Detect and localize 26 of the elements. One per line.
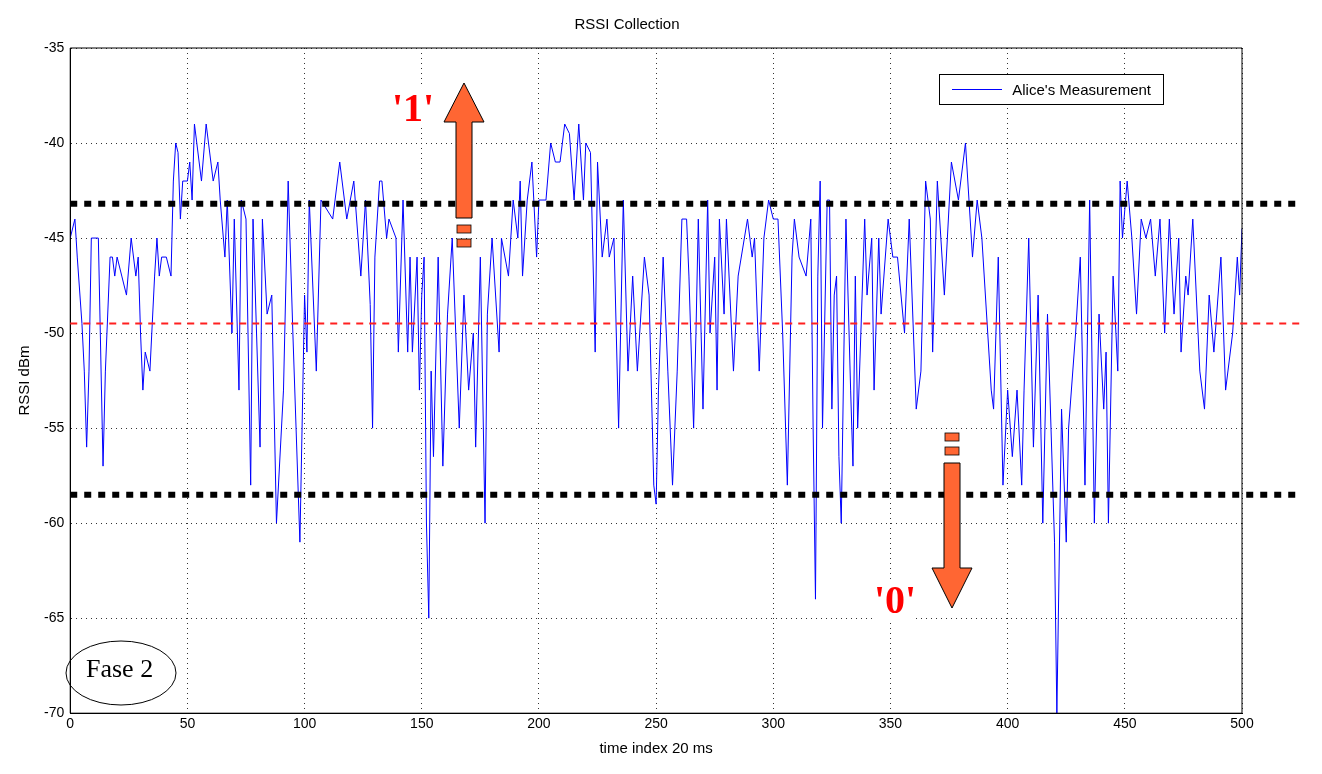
x-tick-label: 500 xyxy=(1230,715,1254,732)
x-tick-label: 50 xyxy=(179,715,196,732)
x-tick-label: 450 xyxy=(1113,715,1137,732)
x-tick-label: 150 xyxy=(410,715,434,732)
y-tick-label: -40 xyxy=(44,133,65,150)
x-tick-label: 400 xyxy=(995,715,1020,732)
y-tick-label: -50 xyxy=(44,323,65,340)
annotation: '0' xyxy=(874,577,917,622)
chart-title: RSSI Collection xyxy=(574,15,680,33)
x-tick-label: 350 xyxy=(878,715,903,732)
x-axis-title: time index 20 ms xyxy=(599,739,713,757)
y-tick-label: -65 xyxy=(44,609,65,626)
legend-label: Alice's Measurement xyxy=(1012,81,1151,98)
x-tick-label: 200 xyxy=(527,715,551,732)
x-tick-label: 0 xyxy=(66,715,75,732)
x-tick-label: 300 xyxy=(761,715,786,732)
x-tick-label: 100 xyxy=(292,715,317,732)
annotation: Fase 2 xyxy=(86,654,154,683)
y-axis-title: RSSI dBm xyxy=(15,345,33,416)
y-tick-label: -60 xyxy=(44,514,65,530)
y-tick-label: -45 xyxy=(44,228,65,245)
x-tick-label: 250 xyxy=(644,715,669,732)
y-tick-label: -35 xyxy=(44,38,65,55)
annotation: '1' xyxy=(392,85,435,130)
y-tick-label: -55 xyxy=(44,418,65,435)
y-tick-label: -70 xyxy=(44,704,65,721)
